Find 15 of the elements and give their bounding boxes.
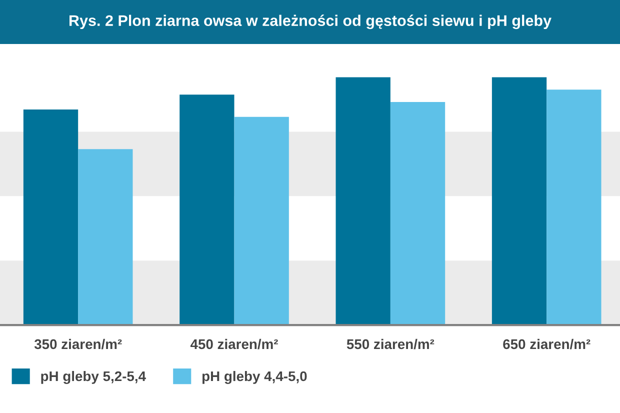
- bar: [180, 94, 234, 326]
- x-tick-label: 450 ziaren/m²: [190, 338, 278, 350]
- bar: [78, 149, 133, 326]
- legend-label: pH gleby 4,4-5,0: [202, 370, 307, 384]
- x-tick-label: 650 ziaren/m²: [503, 338, 590, 350]
- x-tick-label: 550 ziaren/m²: [346, 338, 434, 350]
- bar: [546, 90, 602, 326]
- bar: [336, 77, 390, 326]
- legend-label: pH gleby 5,2-5,4: [41, 370, 146, 384]
- bar: [23, 109, 78, 326]
- bar: [390, 102, 446, 326]
- bar: [492, 77, 547, 326]
- x-tick-label: 350 ziaren/m²: [34, 338, 122, 350]
- bar: [234, 116, 289, 326]
- chart-title: Rys. 2 Plon ziarna owsa w zależności od gęstości siewu i pH gleby: [69, 14, 552, 30]
